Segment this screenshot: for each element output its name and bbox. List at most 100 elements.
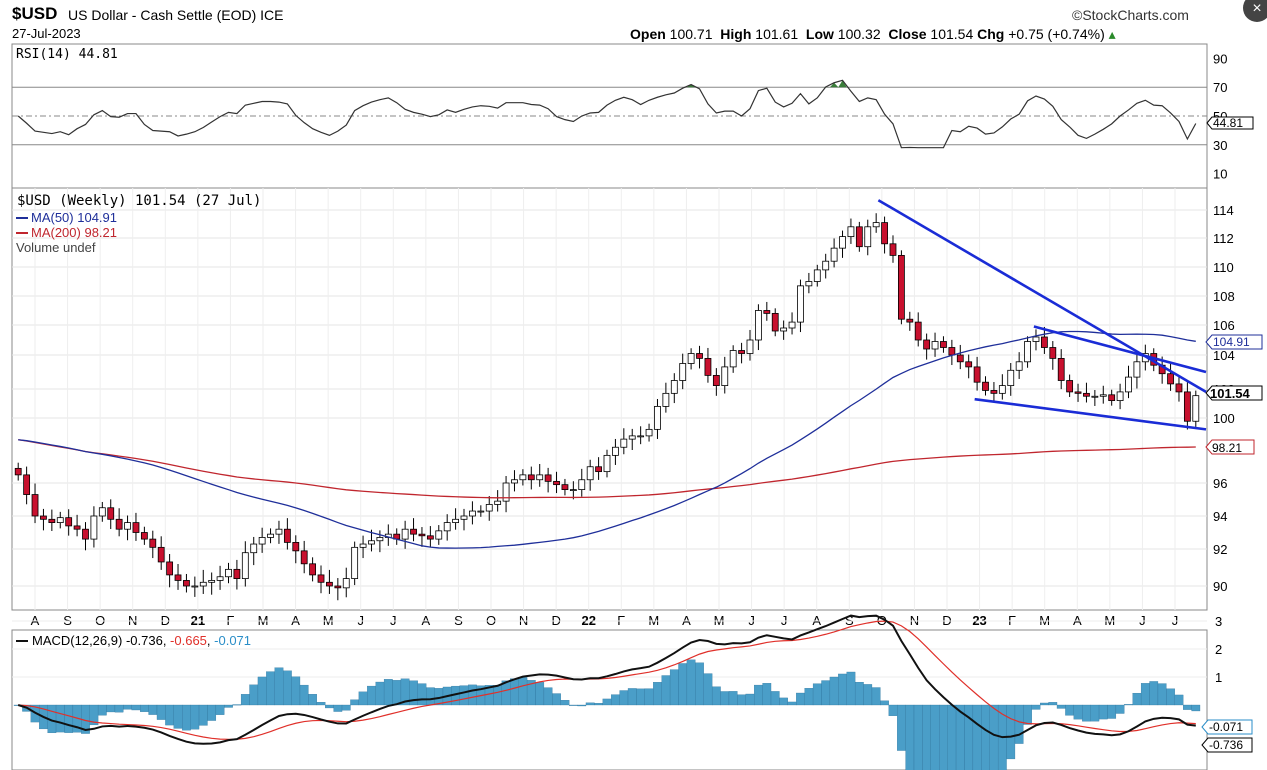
candle — [797, 279, 804, 333]
histogram-bar — [770, 691, 780, 706]
candle — [477, 505, 485, 517]
candle-body — [982, 381, 989, 391]
candle — [98, 501, 106, 522]
histogram-bar — [1031, 704, 1041, 710]
histogram-bar — [1183, 704, 1192, 710]
candle — [410, 518, 417, 542]
candle — [132, 512, 140, 541]
candle — [334, 578, 342, 601]
histogram-bar — [560, 700, 570, 706]
histogram-bar — [367, 685, 376, 706]
candle — [48, 509, 56, 532]
histogram-bar — [316, 702, 326, 706]
candle-body — [881, 222, 888, 245]
histogram-bar — [871, 687, 881, 706]
histogram-bar — [829, 676, 839, 706]
histogram-bar — [939, 704, 948, 770]
candle-body — [1015, 361, 1023, 371]
candle-body — [914, 321, 922, 341]
candle — [342, 567, 350, 598]
candle-body — [275, 528, 283, 535]
macd-signal-line — [18, 620, 1196, 740]
candle — [897, 250, 905, 325]
candle — [225, 562, 232, 584]
candle-body — [157, 546, 165, 563]
candle — [1007, 362, 1015, 396]
ma50-line — [18, 330, 1196, 549]
open-value: 100.71 — [669, 26, 713, 42]
candle-body — [1125, 376, 1132, 393]
candle-body — [511, 479, 518, 484]
histogram-bar — [1098, 704, 1108, 720]
brand-logo[interactable]: ©StockCharts.com — [1072, 7, 1189, 23]
histogram-bar — [493, 685, 503, 706]
candle-body — [124, 522, 131, 530]
candle-body — [140, 532, 148, 540]
histogram-bar — [880, 700, 889, 706]
histogram-bar — [796, 692, 805, 706]
candle — [654, 399, 661, 439]
candle — [267, 528, 274, 544]
histogram-bar — [266, 671, 275, 706]
candle-body — [443, 522, 451, 532]
candle — [595, 457, 602, 480]
candle — [687, 348, 695, 370]
candle — [283, 518, 291, 550]
candle — [183, 573, 190, 593]
rsi-overbought-fill — [686, 80, 847, 88]
histogram-bar — [711, 686, 721, 706]
candle-body — [183, 580, 190, 587]
candle — [73, 514, 81, 537]
candle-body — [855, 226, 863, 248]
candle-body — [435, 530, 443, 540]
candle — [872, 213, 880, 233]
candle-body — [1108, 394, 1116, 401]
histogram-bar — [535, 682, 545, 706]
histogram-bar — [131, 704, 141, 711]
candle — [351, 541, 359, 586]
price-tick: 114 — [1213, 203, 1234, 218]
candle-body — [73, 525, 81, 530]
rsi-tag: 44.81 — [1206, 116, 1254, 130]
candle — [199, 569, 207, 594]
histogram-bar — [291, 676, 301, 706]
candle — [721, 356, 729, 394]
price-tick: 90 — [1213, 579, 1227, 594]
candle-body — [712, 374, 720, 386]
histogram-bar — [594, 703, 603, 706]
price-tick: 112 — [1213, 231, 1234, 246]
candle-body — [839, 236, 846, 249]
candle — [258, 527, 266, 553]
quote-date: 27-Jul-2023 — [12, 26, 81, 41]
candle — [620, 428, 628, 455]
candle — [435, 525, 443, 545]
rsi-tick: 90 — [1213, 51, 1227, 66]
close-icon[interactable]: × — [1243, 0, 1267, 22]
candle-body — [1192, 395, 1200, 422]
histogram-bar — [97, 704, 107, 716]
candle-body — [603, 454, 611, 473]
histogram-bar — [198, 704, 208, 726]
chg-label: Chg — [977, 26, 1005, 42]
candle-body — [847, 226, 855, 238]
candle — [738, 342, 745, 364]
candle — [1015, 352, 1023, 379]
ma200-line — [18, 439, 1196, 499]
histogram-bar — [1115, 704, 1125, 714]
candle-body — [149, 538, 157, 548]
candle-body — [1099, 394, 1107, 397]
histogram-bar — [207, 704, 217, 721]
macd-line — [17, 614, 1196, 745]
histogram-bar — [863, 684, 873, 706]
histogram-bar — [787, 701, 797, 706]
candle — [368, 529, 375, 552]
candle — [452, 508, 459, 530]
candle-body — [241, 552, 249, 580]
candle — [813, 264, 821, 287]
histogram-bar — [720, 691, 730, 706]
histogram-bar — [905, 704, 915, 770]
candle-body — [755, 310, 762, 341]
candle — [1091, 390, 1099, 406]
candle — [1175, 376, 1183, 402]
